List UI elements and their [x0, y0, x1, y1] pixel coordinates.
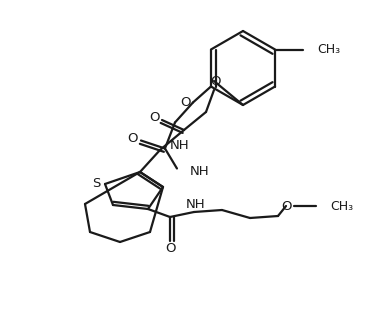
Text: O: O [282, 200, 292, 212]
Text: O: O [165, 242, 175, 256]
Text: NH: NH [170, 138, 190, 151]
Text: O: O [149, 111, 159, 124]
Text: NH: NH [186, 198, 206, 210]
Text: S: S [92, 177, 100, 190]
Text: CH₃: CH₃ [317, 43, 340, 56]
Text: O: O [210, 74, 220, 88]
Text: O: O [128, 132, 138, 145]
Text: CH₃: CH₃ [330, 200, 353, 212]
Text: NH: NH [190, 165, 210, 178]
Text: O: O [181, 96, 191, 109]
